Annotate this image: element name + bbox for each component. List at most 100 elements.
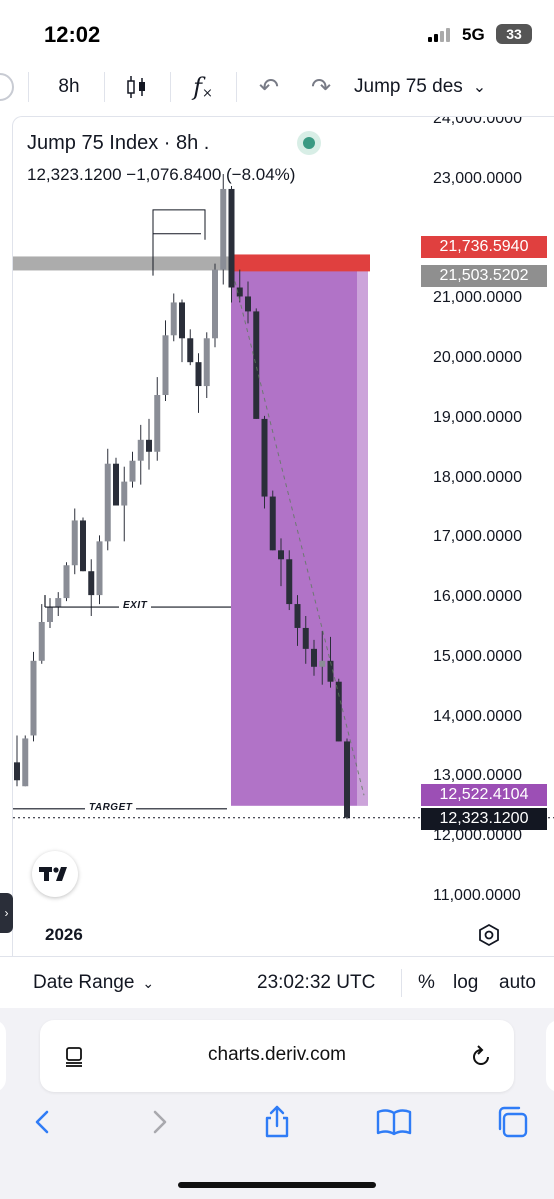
candle [203,338,210,387]
price-axis-tick: 23,000.0000 [433,170,522,187]
candle [228,188,235,288]
status-bar: 12:02 5G 33 [0,0,554,66]
add-symbol-button[interactable] [0,73,14,101]
price-axis-tick: 24,000.0000 [433,116,522,128]
candle [179,302,185,339]
chart-toolbar: 8h f × ↶ ↷ Jump 75 des ⌄ [0,66,554,108]
entry-price-label: 21,503.5202 [421,265,547,288]
candle [121,481,128,506]
candle [162,335,169,396]
back-icon[interactable] [22,1102,62,1142]
candle [170,302,177,336]
price-axis-tick: 17,000.0000 [433,528,522,546]
candle [311,648,317,667]
price-axis-tick: 14,000.0000 [433,707,522,725]
fx-icon[interactable]: f × [193,73,213,101]
candle [63,565,70,599]
candle [80,520,86,572]
candle [47,607,53,622]
tradingview-logo-icon[interactable] [32,851,78,897]
bookmarks-icon[interactable] [374,1102,414,1142]
chevron-right-icon[interactable]: › [0,893,13,933]
redo-icon[interactable]: ↷ [310,73,332,101]
chevron-down-icon: ⌄ [142,975,155,991]
candle [88,571,95,596]
candle [245,296,251,312]
candle [344,741,350,818]
price-axis-tick: 19,000.0000 [433,408,522,426]
price-axis-tick: 18,000.0000 [433,468,522,486]
candle [14,762,20,781]
cellular-signal-icon [428,28,456,42]
battery-icon: 33 [496,24,532,44]
auto-scale-toggle[interactable]: auto [499,972,536,993]
chevron-down-icon: ⌄ [472,79,487,96]
candle [236,287,243,297]
candle [96,541,103,596]
candle [104,463,111,542]
chart-panel[interactable]: Jump 75 Index · 8h . 12,323.1200 −1,076.… [12,116,554,956]
home-indicator [178,1182,376,1188]
candle [278,550,284,560]
undo-icon[interactable]: ↶ [258,73,280,101]
candle [220,188,227,270]
range-box [152,209,206,276]
symbol-selector[interactable]: Jump 75 des ⌄ [354,66,524,108]
candle [286,559,293,605]
candle [22,738,29,787]
candle [38,621,45,661]
candle [113,463,119,506]
address-bar[interactable]: charts.deriv.com [40,1020,514,1092]
market-status-icon [297,131,321,155]
short-position-tail [357,269,368,806]
resistance-zone [13,256,231,271]
candle [294,604,301,628]
candle [212,269,218,339]
candle [30,660,37,736]
browser-chrome: charts.deriv.com [0,1008,554,1199]
price-axis-tick: 12,000.0000 [433,827,522,844]
price-axis-tick: 21,000.0000 [433,289,522,307]
current-price-label: 12,323.1200 [421,807,547,830]
symbol-label: Jump 75 des [354,76,463,97]
tabs-icon[interactable] [492,1102,532,1142]
url-text[interactable]: charts.deriv.com [208,1044,346,1065]
target-annotation[interactable]: TARGET [85,801,137,813]
date-range-button[interactable]: Date Range ⌄ [33,972,155,993]
chart-bottom-bar: Date Range ⌄ 23:02:32 UTC % log auto [0,956,554,1008]
candle [55,598,62,608]
candle [146,439,152,452]
candle [71,520,78,566]
price-axis-tick: 16,000.0000 [433,588,522,606]
next-tab-preview[interactable] [546,1020,554,1092]
price-axis-tick: 11,000.0000 [433,886,521,904]
status-time: 12:02 [44,22,101,47]
share-icon[interactable] [257,1102,297,1142]
legend-title: Jump 75 Index · 8h . [27,132,210,154]
candle [137,439,144,461]
forward-icon[interactable] [140,1102,180,1142]
short-position-stop-zone [231,254,370,272]
percent-scale-toggle[interactable]: % [418,972,435,993]
candle [327,660,334,682]
candle [253,311,260,419]
stop-price-label: 21,736.5940 [421,236,547,259]
candle [195,362,202,387]
candle [319,660,326,667]
price-chart[interactable] [13,117,554,956]
time-axis-year: 2026 [45,925,83,944]
settings-hexagon-icon[interactable] [477,923,501,947]
interval-selector[interactable]: 8h [58,76,80,97]
reader-mode-icon[interactable] [64,1046,86,1068]
candlestick-icon[interactable] [120,66,154,108]
log-scale-toggle[interactable]: log [453,972,479,993]
target-price-label: 12,522.4104 [421,783,547,806]
candle [261,418,268,497]
price-axis-tick: 20,000.0000 [433,349,522,367]
previous-tab-preview[interactable] [0,1020,6,1092]
utc-time[interactable]: 23:02:32 UTC [257,972,376,993]
candle [335,681,342,742]
reload-icon[interactable] [468,1044,494,1070]
legend-values: 12,323.1200 −1,076.8400 (−8.04%) [27,165,296,184]
exit-annotation[interactable]: EXIT [119,600,152,612]
